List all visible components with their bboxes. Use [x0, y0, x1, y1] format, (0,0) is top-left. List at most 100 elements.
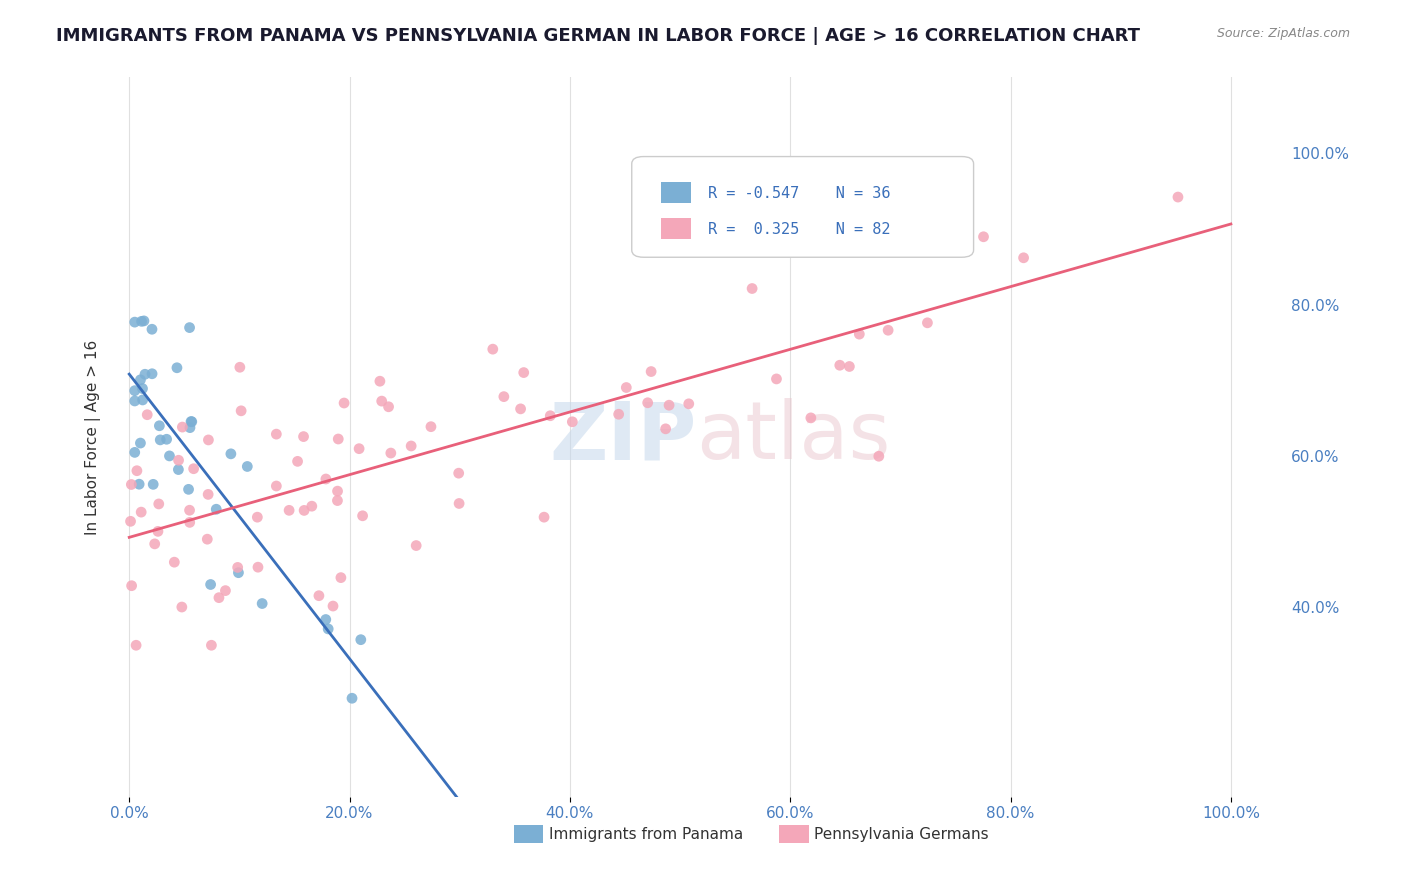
- Point: [266, 427, 288, 442]
- Point: [308, 589, 330, 603]
- Point: [155, 432, 177, 446]
- Point: [200, 577, 222, 591]
- Point: [129, 505, 152, 519]
- Point: [370, 394, 392, 409]
- Text: ZIP: ZIP: [550, 398, 696, 476]
- Point: [350, 632, 373, 647]
- Point: [124, 445, 146, 459]
- Point: [128, 477, 150, 491]
- Point: [848, 327, 870, 342]
- Point: [149, 433, 172, 447]
- Point: [131, 392, 153, 407]
- Point: [449, 496, 471, 510]
- Point: [315, 613, 337, 627]
- Point: [447, 466, 470, 480]
- FancyBboxPatch shape: [661, 182, 690, 203]
- Point: [326, 493, 349, 508]
- Point: [347, 442, 370, 456]
- Point: [607, 407, 630, 421]
- Point: [120, 477, 142, 491]
- Point: [481, 342, 503, 356]
- Point: [163, 555, 186, 569]
- Point: [134, 368, 156, 382]
- Point: [838, 359, 860, 374]
- Point: [614, 380, 637, 394]
- Point: [167, 453, 190, 467]
- Point: [1012, 251, 1035, 265]
- Point: [124, 315, 146, 329]
- Point: [141, 367, 163, 381]
- Point: [197, 433, 219, 447]
- Point: [183, 461, 205, 475]
- FancyBboxPatch shape: [631, 157, 973, 257]
- Point: [124, 384, 146, 398]
- Point: [352, 508, 374, 523]
- Point: [246, 510, 269, 524]
- Point: [266, 479, 288, 493]
- Point: [143, 537, 166, 551]
- Point: [219, 447, 242, 461]
- Point: [148, 497, 170, 511]
- Point: [328, 432, 350, 446]
- Point: [132, 314, 155, 328]
- Point: [180, 415, 202, 429]
- Point: [170, 600, 193, 615]
- Point: [405, 539, 427, 553]
- Point: [231, 404, 253, 418]
- Point: [131, 382, 153, 396]
- Point: [741, 281, 763, 295]
- Point: [180, 415, 202, 429]
- Point: [205, 502, 228, 516]
- Point: [640, 365, 662, 379]
- Text: Source: ZipAtlas.com: Source: ZipAtlas.com: [1216, 27, 1350, 40]
- Point: [146, 524, 169, 539]
- Point: [340, 691, 363, 706]
- Point: [377, 400, 399, 414]
- Point: [200, 638, 222, 652]
- Point: [195, 532, 218, 546]
- FancyBboxPatch shape: [661, 218, 690, 239]
- Text: Pennsylvania Germans: Pennsylvania Germans: [814, 827, 988, 841]
- Point: [125, 638, 148, 652]
- Point: [131, 314, 153, 328]
- FancyBboxPatch shape: [513, 825, 543, 844]
- Point: [333, 396, 356, 410]
- Point: [315, 472, 337, 486]
- Point: [301, 499, 323, 513]
- Point: [561, 415, 583, 429]
- Point: [399, 439, 422, 453]
- Point: [538, 409, 561, 423]
- Point: [120, 514, 142, 528]
- FancyBboxPatch shape: [779, 825, 808, 844]
- Point: [828, 358, 851, 372]
- Point: [1167, 190, 1189, 204]
- Point: [292, 503, 315, 517]
- Point: [229, 360, 252, 375]
- Point: [492, 390, 515, 404]
- Point: [159, 449, 181, 463]
- Point: [654, 422, 676, 436]
- Point: [678, 397, 700, 411]
- Point: [658, 398, 681, 412]
- Text: Immigrants from Panama: Immigrants from Panama: [550, 827, 744, 841]
- Point: [512, 366, 534, 380]
- Point: [129, 436, 152, 450]
- Text: IMMIGRANTS FROM PANAMA VS PENNSYLVANIA GERMAN IN LABOR FORCE | AGE > 16 CORRELAT: IMMIGRANTS FROM PANAMA VS PENNSYLVANIA G…: [56, 27, 1140, 45]
- Point: [172, 420, 194, 434]
- Point: [197, 487, 219, 501]
- Point: [917, 316, 939, 330]
- Point: [125, 464, 148, 478]
- Point: [228, 566, 250, 580]
- Point: [292, 429, 315, 443]
- Point: [973, 229, 995, 244]
- Point: [287, 454, 309, 468]
- Point: [141, 322, 163, 336]
- Point: [250, 597, 273, 611]
- Point: [380, 446, 402, 460]
- Point: [214, 583, 236, 598]
- Point: [177, 483, 200, 497]
- Point: [167, 462, 190, 476]
- Point: [142, 477, 165, 491]
- Text: R =  0.325    N = 82: R = 0.325 N = 82: [709, 222, 891, 237]
- Point: [877, 323, 900, 337]
